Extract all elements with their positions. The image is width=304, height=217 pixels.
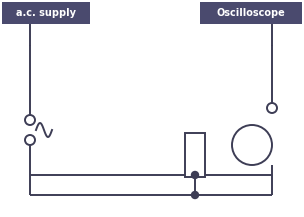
Bar (185, 133, 205, 177)
Circle shape (25, 135, 35, 145)
Text: a.c. supply: a.c. supply (16, 8, 76, 18)
Text: Oscilloscope: Oscilloscope (217, 8, 285, 18)
Circle shape (232, 125, 272, 165)
Circle shape (267, 103, 277, 113)
Circle shape (192, 171, 199, 179)
FancyBboxPatch shape (2, 2, 90, 24)
FancyBboxPatch shape (200, 2, 302, 24)
Circle shape (192, 191, 199, 199)
Circle shape (25, 115, 35, 125)
